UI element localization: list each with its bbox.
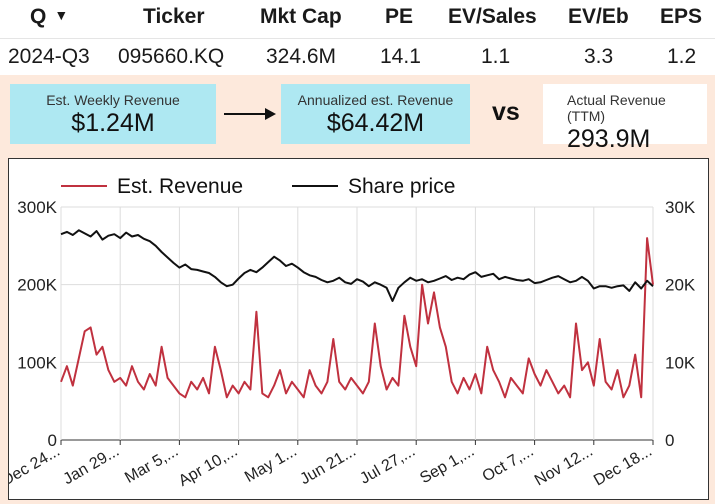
column-header-eps[interactable]: EPS bbox=[660, 5, 703, 28]
weekly-revenue-card: Est. Weekly Revenue $1.24M bbox=[10, 84, 216, 144]
chart-axes: 0 100K 200K 300K 0 10K 20K 30K Dec 24...Jan 29..… bbox=[0, 198, 696, 490]
actual-revenue-card: Actual Revenue (TTM) 293.9M bbox=[543, 84, 707, 153]
cell-eveb: 3.3 bbox=[584, 45, 614, 68]
table-header-background bbox=[0, 0, 715, 38]
chart-series bbox=[60, 229, 654, 399]
column-header-q[interactable]: Q ▼ bbox=[30, 5, 68, 29]
chart-legend[interactable]: Est. Revenue Share price bbox=[61, 175, 455, 198]
x-tick-label: Dec 18... bbox=[591, 443, 655, 490]
cell-pe: 14.1 bbox=[380, 45, 421, 68]
annualized-revenue-label: Annualized est. Revenue bbox=[297, 92, 454, 108]
legend-label[interactable]: Share price bbox=[348, 175, 455, 198]
y-left-tick-label: 0 bbox=[48, 431, 57, 450]
caret-down-icon[interactable]: ▼ bbox=[54, 7, 69, 23]
series-line-share-price bbox=[60, 229, 654, 302]
cell-q: 2024-Q3 bbox=[8, 45, 90, 68]
column-header-mktcap[interactable]: Mkt Cap bbox=[260, 5, 342, 28]
x-tick-label: Apr 10,... bbox=[176, 443, 241, 490]
x-tick-label: Dec 24... bbox=[9, 443, 63, 490]
arrow-right-icon bbox=[224, 108, 276, 120]
y-right-tick-label: 30K bbox=[665, 198, 696, 217]
column-header-pe[interactable]: PE bbox=[385, 5, 414, 28]
actual-revenue-value: 293.9M bbox=[567, 125, 651, 153]
x-tick-label: Oct 7,... bbox=[480, 443, 537, 486]
table-header-row: Q ▼ Ticker Mkt Cap PE EV/Sales EV/Eb EPS bbox=[0, 0, 715, 38]
vs-label: vs bbox=[492, 98, 520, 126]
x-tick-label: Jun 21... bbox=[297, 443, 359, 488]
column-header-eveb[interactable]: EV/Eb bbox=[568, 5, 629, 28]
chart-container: 0 100K 200K 300K 0 10K 20K 30K Dec 24... Jan 29..… bbox=[0, 158, 709, 500]
x-tick-label: Jul 27,... bbox=[357, 443, 418, 488]
actual-revenue-label: Actual Revenue (TTM) bbox=[567, 92, 666, 124]
x-tick-label: Jan 29... bbox=[61, 443, 123, 488]
table-row: 2024-Q3 095660.KQ 324.6M 14.1 1.1 3.3 1.… bbox=[0, 38, 715, 75]
column-header-ticker[interactable]: Ticker bbox=[143, 5, 205, 28]
x-tick-label: Nov 12... bbox=[532, 443, 596, 490]
column-header-evsales[interactable]: EV/Sales bbox=[448, 5, 537, 28]
legend-label[interactable]: Est. Revenue bbox=[117, 175, 243, 198]
cell-eps: 1.2 bbox=[667, 45, 697, 68]
annualized-revenue-value: $64.42M bbox=[326, 109, 425, 137]
cell-ticker: 095660.KQ bbox=[118, 45, 225, 68]
y-left-tick-label: 200K bbox=[17, 276, 57, 295]
revenue-price-chart: 0 100K 200K 300K 0 10K 20K 30K Dec 24...Jan 29..… bbox=[0, 175, 696, 490]
cell-mktcap: 324.6M bbox=[266, 45, 337, 68]
cell-evsales: 1.1 bbox=[481, 45, 511, 68]
y-right-tick-label: 0 bbox=[665, 431, 674, 450]
y-left-tick-label: 100K bbox=[17, 353, 57, 372]
weekly-revenue-value: $1.24M bbox=[71, 109, 155, 137]
x-tick-label: May 1... bbox=[242, 443, 300, 486]
weekly-revenue-label: Est. Weekly Revenue bbox=[46, 92, 180, 108]
x-tick-label: Sep 1,... bbox=[417, 443, 477, 488]
series-line-est-revenue bbox=[60, 237, 654, 399]
annualized-revenue-card: Annualized est. Revenue $64.42M bbox=[281, 84, 470, 144]
column-header-label: Q bbox=[30, 5, 47, 28]
y-right-tick-label: 20K bbox=[665, 276, 696, 295]
x-tick-label: Mar 5,... bbox=[122, 443, 181, 487]
y-left-tick-label: 300K bbox=[17, 198, 57, 217]
y-right-tick-label: 10K bbox=[665, 353, 696, 372]
